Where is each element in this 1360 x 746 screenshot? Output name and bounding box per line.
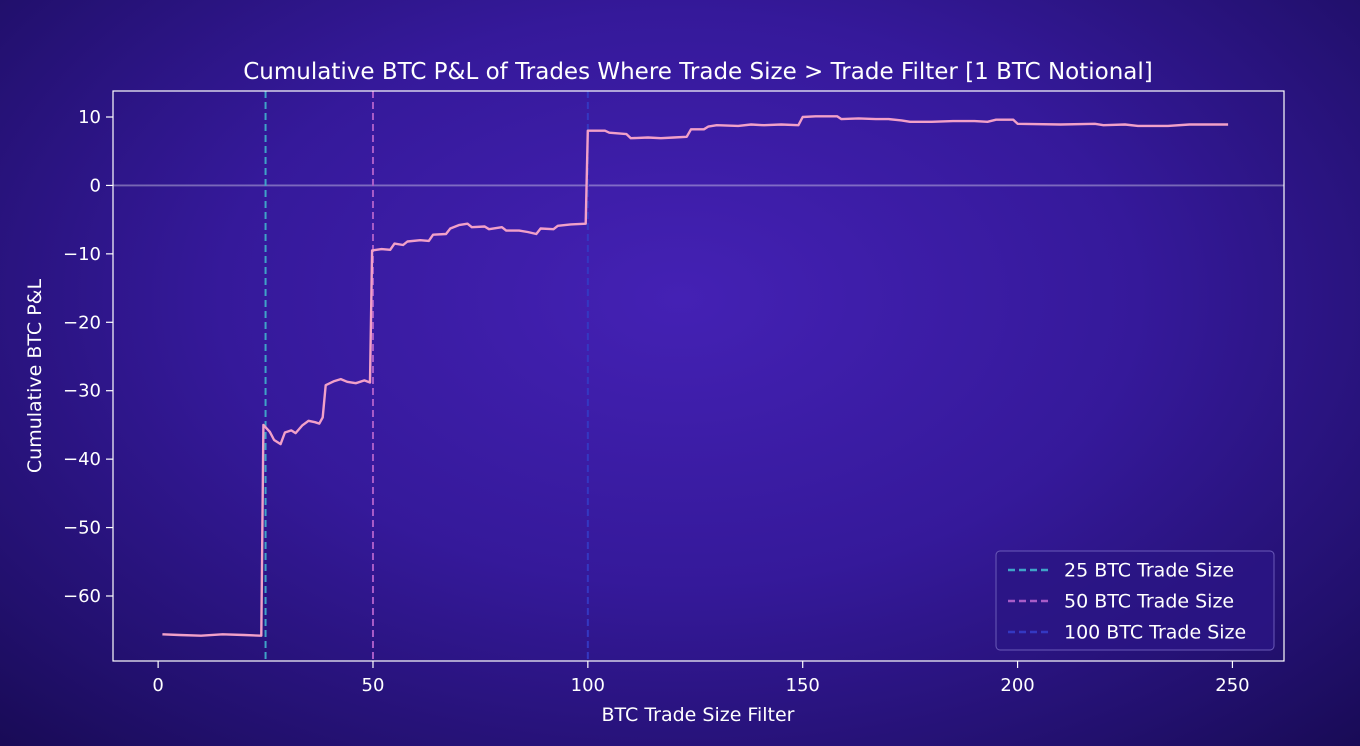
y-tick-label: −10 [63,244,101,265]
x-tick-label: 0 [152,675,163,696]
legend-label-2: 50 BTC Trade Size [1064,591,1234,613]
y-tick-label: −20 [63,312,101,333]
plot-area [113,91,1284,661]
x-axis-label: BTC Trade Size Filter [602,704,795,726]
y-tick-label: −60 [63,586,101,607]
y-tick-label: 10 [78,107,101,128]
legend: 25 BTC Trade Size 50 BTC Trade Size 100 BT… [995,550,1275,651]
x-axis: 0 50 100 150 200 250 [152,661,1250,696]
x-tick-label: 50 [362,675,385,696]
x-tick-label: 150 [786,675,820,696]
chart-title: Cumulative BTC P&L of Trades Where Trade… [243,59,1153,85]
y-axis-label: Cumulative BTC P&L [24,279,46,474]
y-tick-label: −40 [63,449,101,470]
y-tick-label: −50 [63,518,101,539]
y-tick-label: −30 [63,381,101,402]
series-line-1 [162,115,1229,637]
x-tick-label: 200 [1000,675,1034,696]
y-axis: 10 0 −10 −20 −30 −40 −50 −60 [63,107,113,607]
x-tick-label: 100 [571,675,605,696]
legend-label-3: 100 BTC Trade Size [1064,622,1246,644]
plot-frame [112,90,1285,662]
y-tick-label: 0 [90,175,101,196]
x-tick-label: 250 [1215,675,1249,696]
legend-box [995,550,1275,651]
legend-label-1: 25 BTC Trade Size [1064,560,1234,582]
